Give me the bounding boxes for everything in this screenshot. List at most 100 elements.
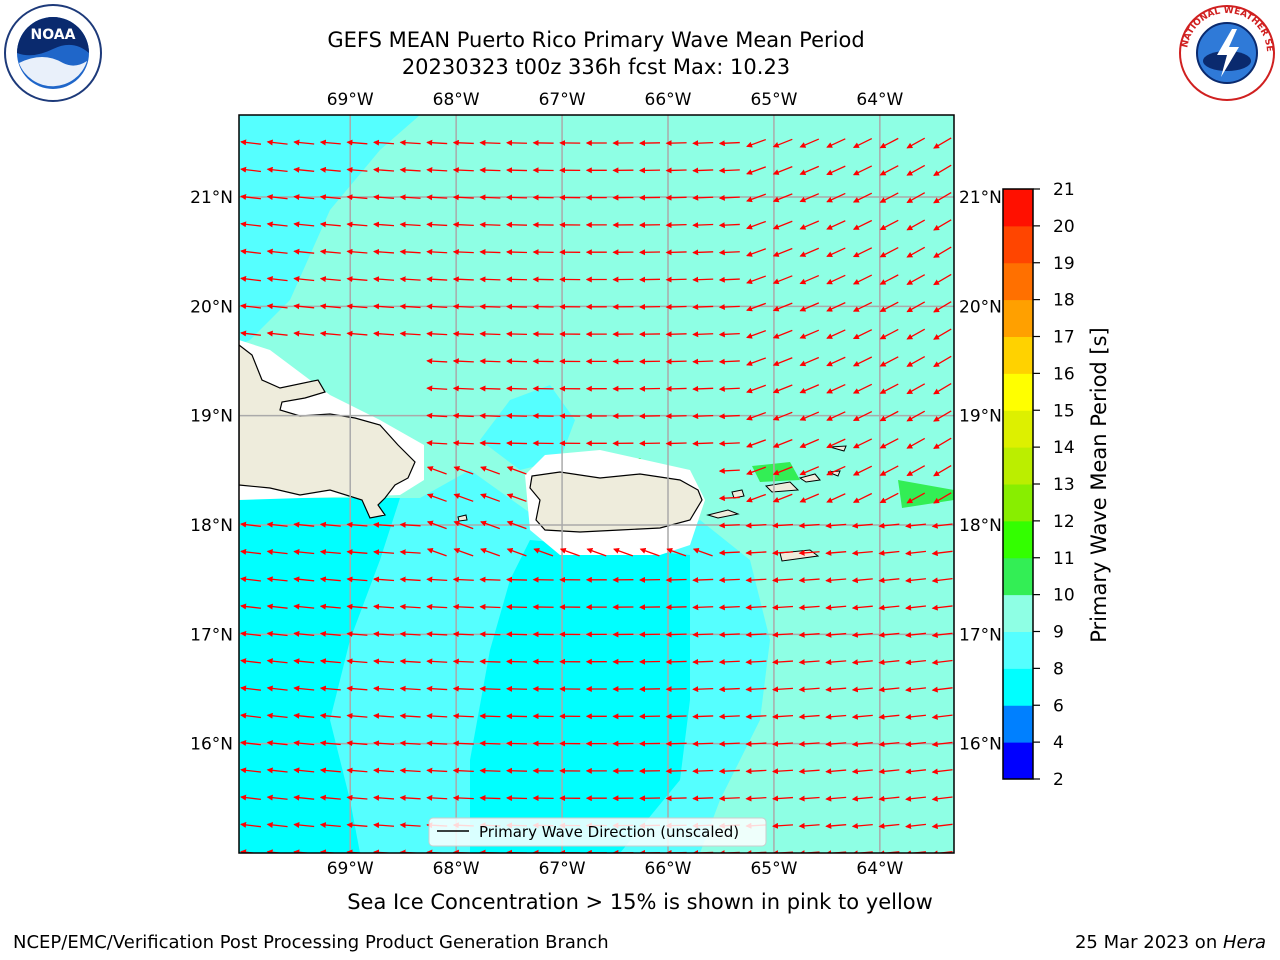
wave-arrow (879, 410, 899, 422)
wave-arrow (479, 767, 501, 774)
wave-arrow (772, 740, 794, 747)
wave-arrow (718, 276, 740, 283)
wave-arrow (798, 740, 820, 747)
wave-arrow (826, 465, 846, 476)
wave-arrow (745, 577, 767, 584)
wave-arrow (746, 411, 767, 421)
wave-arrow (906, 465, 926, 477)
colorbar-segment (1003, 520, 1033, 559)
wave-arrow (399, 794, 421, 801)
wave-arrow (479, 330, 501, 337)
wave-arrow (373, 194, 395, 201)
wave-arrow (453, 520, 474, 530)
wave-arrow (692, 276, 714, 283)
wave-arrow (745, 713, 767, 720)
wave-arrow (506, 330, 528, 337)
wave-arrow (692, 222, 714, 229)
wave-arrow (665, 740, 687, 747)
hispaniola-landmass (239, 344, 416, 519)
wave-arrow (506, 358, 528, 365)
wave-arrow (266, 248, 288, 255)
wave-arrow (718, 194, 740, 201)
wave-arrow (852, 492, 873, 503)
wave-arrow (426, 440, 448, 447)
wave-arrow (852, 138, 873, 148)
wave-arrow (266, 821, 288, 828)
wave-arrow (479, 795, 501, 802)
wave-arrow (772, 247, 793, 257)
wave-arrow (718, 495, 740, 502)
colorbar (1003, 189, 1033, 780)
wave-arrow (373, 603, 395, 610)
colorbar-tick-label: 9 (1053, 623, 1064, 643)
wave-arrow (240, 521, 262, 528)
wave-arrow (851, 604, 873, 611)
wave-arrow (933, 219, 952, 231)
wave-arrow (799, 220, 820, 230)
wave-arrow (452, 303, 474, 310)
wave-arrow (798, 822, 820, 829)
wave-arrow (506, 385, 528, 392)
wave-arrow (479, 713, 501, 720)
wave-arrow (319, 194, 341, 201)
wave-arrow (851, 686, 873, 693)
wave-arrow (799, 466, 820, 476)
wave-arrow (933, 492, 952, 504)
wave-arrow (798, 713, 820, 720)
wave-arrow (879, 192, 899, 203)
wave-arrow (746, 248, 767, 257)
wave-arrow (798, 795, 820, 802)
wave-arrow (266, 548, 288, 555)
wave-arrow (240, 548, 262, 555)
wave-arrow (852, 247, 873, 258)
wave-arrow (931, 686, 953, 693)
wave-arrow (798, 604, 820, 611)
wave-arrow (665, 768, 687, 775)
wave-arrow (373, 276, 395, 283)
colorbar-segment (1003, 225, 1033, 264)
wave-arrow (506, 576, 528, 583)
branch-credit: NCEP/EMC/Verification Post Processing Pr… (13, 932, 609, 953)
wave-arrow (452, 658, 474, 665)
wave-arrow (746, 439, 767, 448)
wave-arrow (426, 493, 447, 502)
wave-arrow (905, 631, 927, 638)
wave-arrow (665, 167, 687, 174)
wave-arrow (426, 221, 448, 228)
wave-arrow (452, 167, 474, 174)
wave-arrow (452, 276, 474, 283)
wave-arrow (905, 795, 927, 802)
wave-arrow (852, 411, 873, 421)
wave-arrow (692, 686, 714, 693)
wave-arrow (772, 686, 794, 693)
colorbar-segment (1003, 336, 1033, 374)
wave-arrow (666, 547, 687, 557)
wave-arrow (718, 686, 740, 693)
wave-arrow (373, 658, 395, 665)
wave-arrow (346, 740, 368, 747)
wave-arrow (933, 246, 952, 258)
wave-arrow (373, 330, 395, 337)
wave-arrow (346, 303, 368, 310)
wave-arrow (506, 520, 527, 530)
wave-arrow (399, 658, 421, 665)
wave-arrow (746, 275, 767, 285)
wave-arrow (746, 138, 767, 148)
wave-arrow (266, 330, 288, 337)
wave-arrow (878, 795, 900, 802)
wave-arrow (772, 193, 793, 203)
wave-arrow (931, 604, 953, 611)
colorbar-tick-label: 6 (1053, 696, 1064, 716)
wave-arrow (906, 328, 926, 340)
wave-arrow (852, 219, 873, 230)
wave-arrow (931, 713, 953, 720)
wave-arrow (639, 547, 660, 557)
wave-arrow (826, 220, 846, 230)
wave-arrow (479, 194, 501, 201)
wave-arrow (479, 221, 501, 228)
wave-arrow (825, 768, 847, 775)
wave-arrow (772, 275, 793, 285)
wave-arrow (799, 384, 820, 394)
colorbar-tick-label: 2 (1053, 770, 1064, 790)
wave-arrow (426, 631, 448, 638)
